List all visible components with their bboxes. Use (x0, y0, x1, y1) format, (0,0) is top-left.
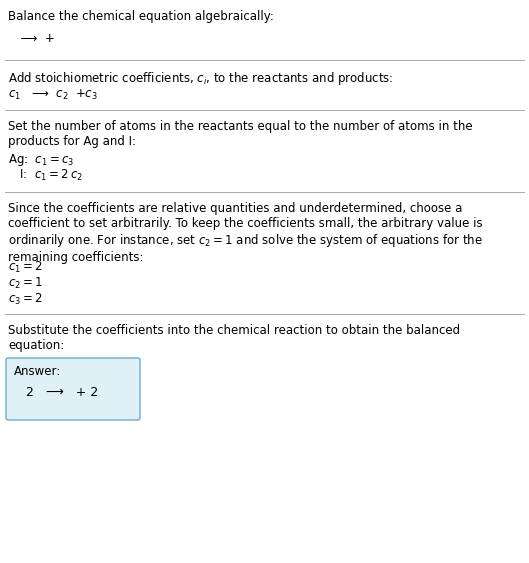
Text: $c_1$   ⟶  $c_2$  +$c_3$: $c_1$ ⟶ $c_2$ +$c_3$ (8, 88, 98, 102)
Text: I:  $c_1 = 2\,c_2$: I: $c_1 = 2\,c_2$ (12, 168, 83, 183)
Text: Ag:  $c_1 = c_3$: Ag: $c_1 = c_3$ (8, 152, 75, 168)
Text: Set the number of atoms in the reactants equal to the number of atoms in the
pro: Set the number of atoms in the reactants… (8, 120, 472, 148)
Text: $c_3 = 2$: $c_3 = 2$ (8, 292, 43, 307)
Text: Answer:: Answer: (14, 365, 61, 378)
Text: Since the coefficients are relative quantities and underdetermined, choose a
coe: Since the coefficients are relative quan… (8, 202, 483, 265)
Text: $c_1 = 2$: $c_1 = 2$ (8, 260, 43, 275)
Text: Substitute the coefficients into the chemical reaction to obtain the balanced
eq: Substitute the coefficients into the che… (8, 324, 460, 352)
Text: 2   ⟶   + 2: 2 ⟶ + 2 (18, 386, 98, 399)
Text: Add stoichiometric coefficients, $c_i$, to the reactants and products:: Add stoichiometric coefficients, $c_i$, … (8, 70, 394, 87)
Text: ⟶  +: ⟶ + (13, 32, 54, 45)
Text: $c_2 = 1$: $c_2 = 1$ (8, 276, 43, 291)
Text: Balance the chemical equation algebraically:: Balance the chemical equation algebraica… (8, 10, 274, 23)
FancyBboxPatch shape (6, 358, 140, 420)
